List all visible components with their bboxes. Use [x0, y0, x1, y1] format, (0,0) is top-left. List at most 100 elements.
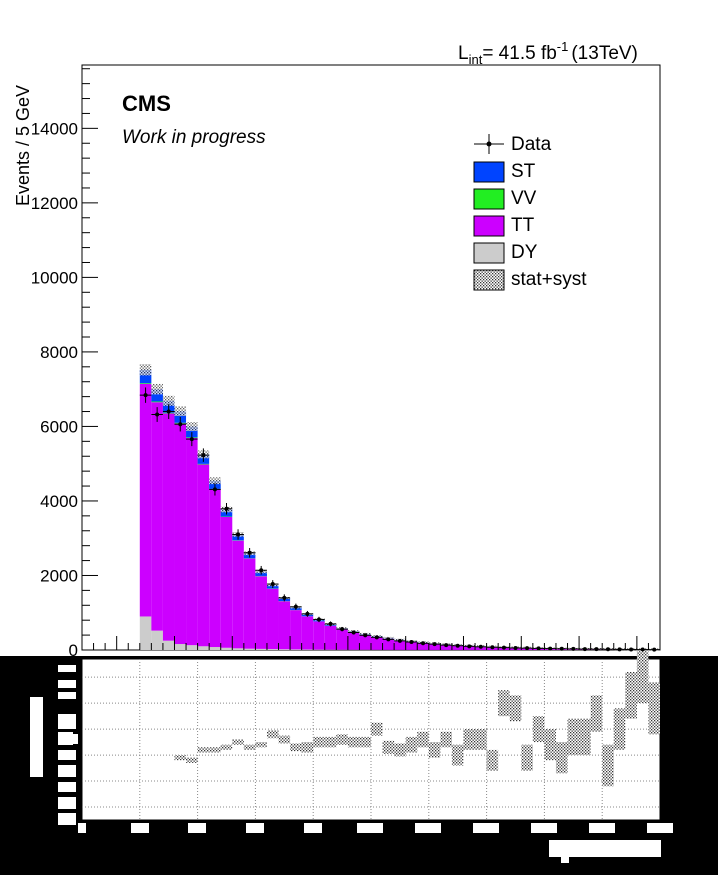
bar-tt [382, 638, 395, 650]
bar-tt [336, 629, 348, 650]
bar-tt [428, 643, 441, 650]
data-point [525, 646, 530, 651]
data-point [247, 550, 252, 555]
legend-label-tt: TT [511, 215, 535, 236]
bar-dy [232, 648, 244, 650]
data-point [189, 437, 194, 442]
data-point [455, 643, 460, 648]
bar-dy [197, 646, 210, 650]
bar-dy [162, 640, 175, 650]
ratio-x-axis-blocks [78, 823, 673, 863]
bar-tt [220, 516, 233, 648]
bar-st [186, 426, 198, 438]
bar-dy [139, 616, 152, 650]
bar-tt [243, 558, 256, 649]
ratio-band [417, 731, 429, 748]
ratio-band [451, 744, 464, 766]
y-axis: 0 2000 4000 6000 8000 10000 12000 14000 [31, 68, 98, 660]
data-point [351, 630, 356, 635]
bar-tt [290, 610, 302, 650]
ratio-band [313, 736, 325, 748]
ratio-band [394, 743, 406, 757]
ratio-band [174, 755, 187, 761]
bar-dy [255, 648, 267, 650]
data-layer [139, 387, 660, 652]
data-point [236, 532, 241, 537]
y-tick-label: 4000 [40, 492, 78, 511]
ratio-band [347, 736, 360, 748]
y-tick-label: 14000 [31, 119, 78, 138]
legend-label-dy: DY [511, 242, 538, 263]
ratio-band [440, 731, 452, 748]
ratio-band [555, 742, 568, 774]
data-point [293, 604, 298, 609]
ratio-band [405, 736, 418, 753]
ratio-band [382, 740, 395, 754]
x-axis-ticks [81, 636, 661, 650]
ratio-band [197, 747, 210, 753]
ratio-band [486, 749, 499, 771]
uncertainty-band [162, 395, 175, 406]
legend-item-data: Data [474, 134, 552, 155]
ratio-band [625, 671, 637, 719]
bar-tt [139, 383, 152, 617]
y-axis-title: Events / 5 GeV [13, 85, 33, 206]
bar-tt [151, 402, 163, 631]
data-point [409, 639, 414, 644]
ratio-band [648, 682, 660, 735]
legend-item-tt: TT [473, 215, 535, 237]
data-point [478, 644, 483, 649]
bar-tt [197, 464, 210, 647]
data-point [652, 647, 657, 652]
ratio-band [544, 729, 556, 761]
bar-dy [174, 644, 187, 650]
data-point [444, 643, 449, 648]
data-point [224, 506, 229, 511]
data-point [467, 644, 472, 649]
legend-label-st: ST [511, 161, 536, 182]
data-point [536, 646, 541, 651]
ratio-band [613, 708, 626, 750]
data-point [548, 646, 553, 651]
ratio-band [498, 690, 510, 717]
ratio-band [301, 742, 314, 753]
bar-tt [186, 437, 198, 646]
ratio-band [278, 735, 291, 744]
bar-tt [162, 413, 175, 641]
bar-tt [347, 632, 360, 650]
data-point [397, 638, 402, 643]
y-tick-label: 12000 [31, 194, 78, 213]
bar-tt [313, 621, 325, 650]
ratio-plot [81, 651, 661, 821]
bar-vv [197, 463, 210, 465]
bar-tt [359, 634, 371, 650]
data-point [143, 393, 148, 398]
ratio-band [371, 722, 383, 736]
y-tick-label: 6000 [40, 417, 78, 436]
bar-tt [209, 489, 221, 648]
data-point [432, 642, 437, 647]
ratio-band-layer [174, 651, 660, 787]
ratio-band [243, 744, 256, 750]
bar-dy [278, 649, 291, 650]
y-tick-label: 8000 [40, 343, 78, 362]
data-point [582, 647, 587, 652]
bar-dy [266, 649, 279, 650]
ratio-band [186, 757, 198, 763]
bar-dy [209, 647, 221, 650]
main-plot: 0 2000 4000 6000 8000 10000 12000 14000 [31, 64, 661, 660]
bar-vv [139, 383, 152, 384]
data-point [316, 617, 321, 622]
ratio-band [509, 695, 522, 722]
ratio-band [220, 744, 233, 750]
ratio-y-axis-blocks [30, 665, 78, 825]
ratio-band [290, 743, 302, 752]
bar-tt [324, 625, 337, 650]
data-point [386, 637, 391, 642]
legend-label-vv: VV [511, 188, 537, 209]
ratio-band [463, 729, 476, 750]
data-point [178, 422, 183, 427]
ratio-band [475, 729, 487, 750]
data-point [212, 487, 217, 492]
